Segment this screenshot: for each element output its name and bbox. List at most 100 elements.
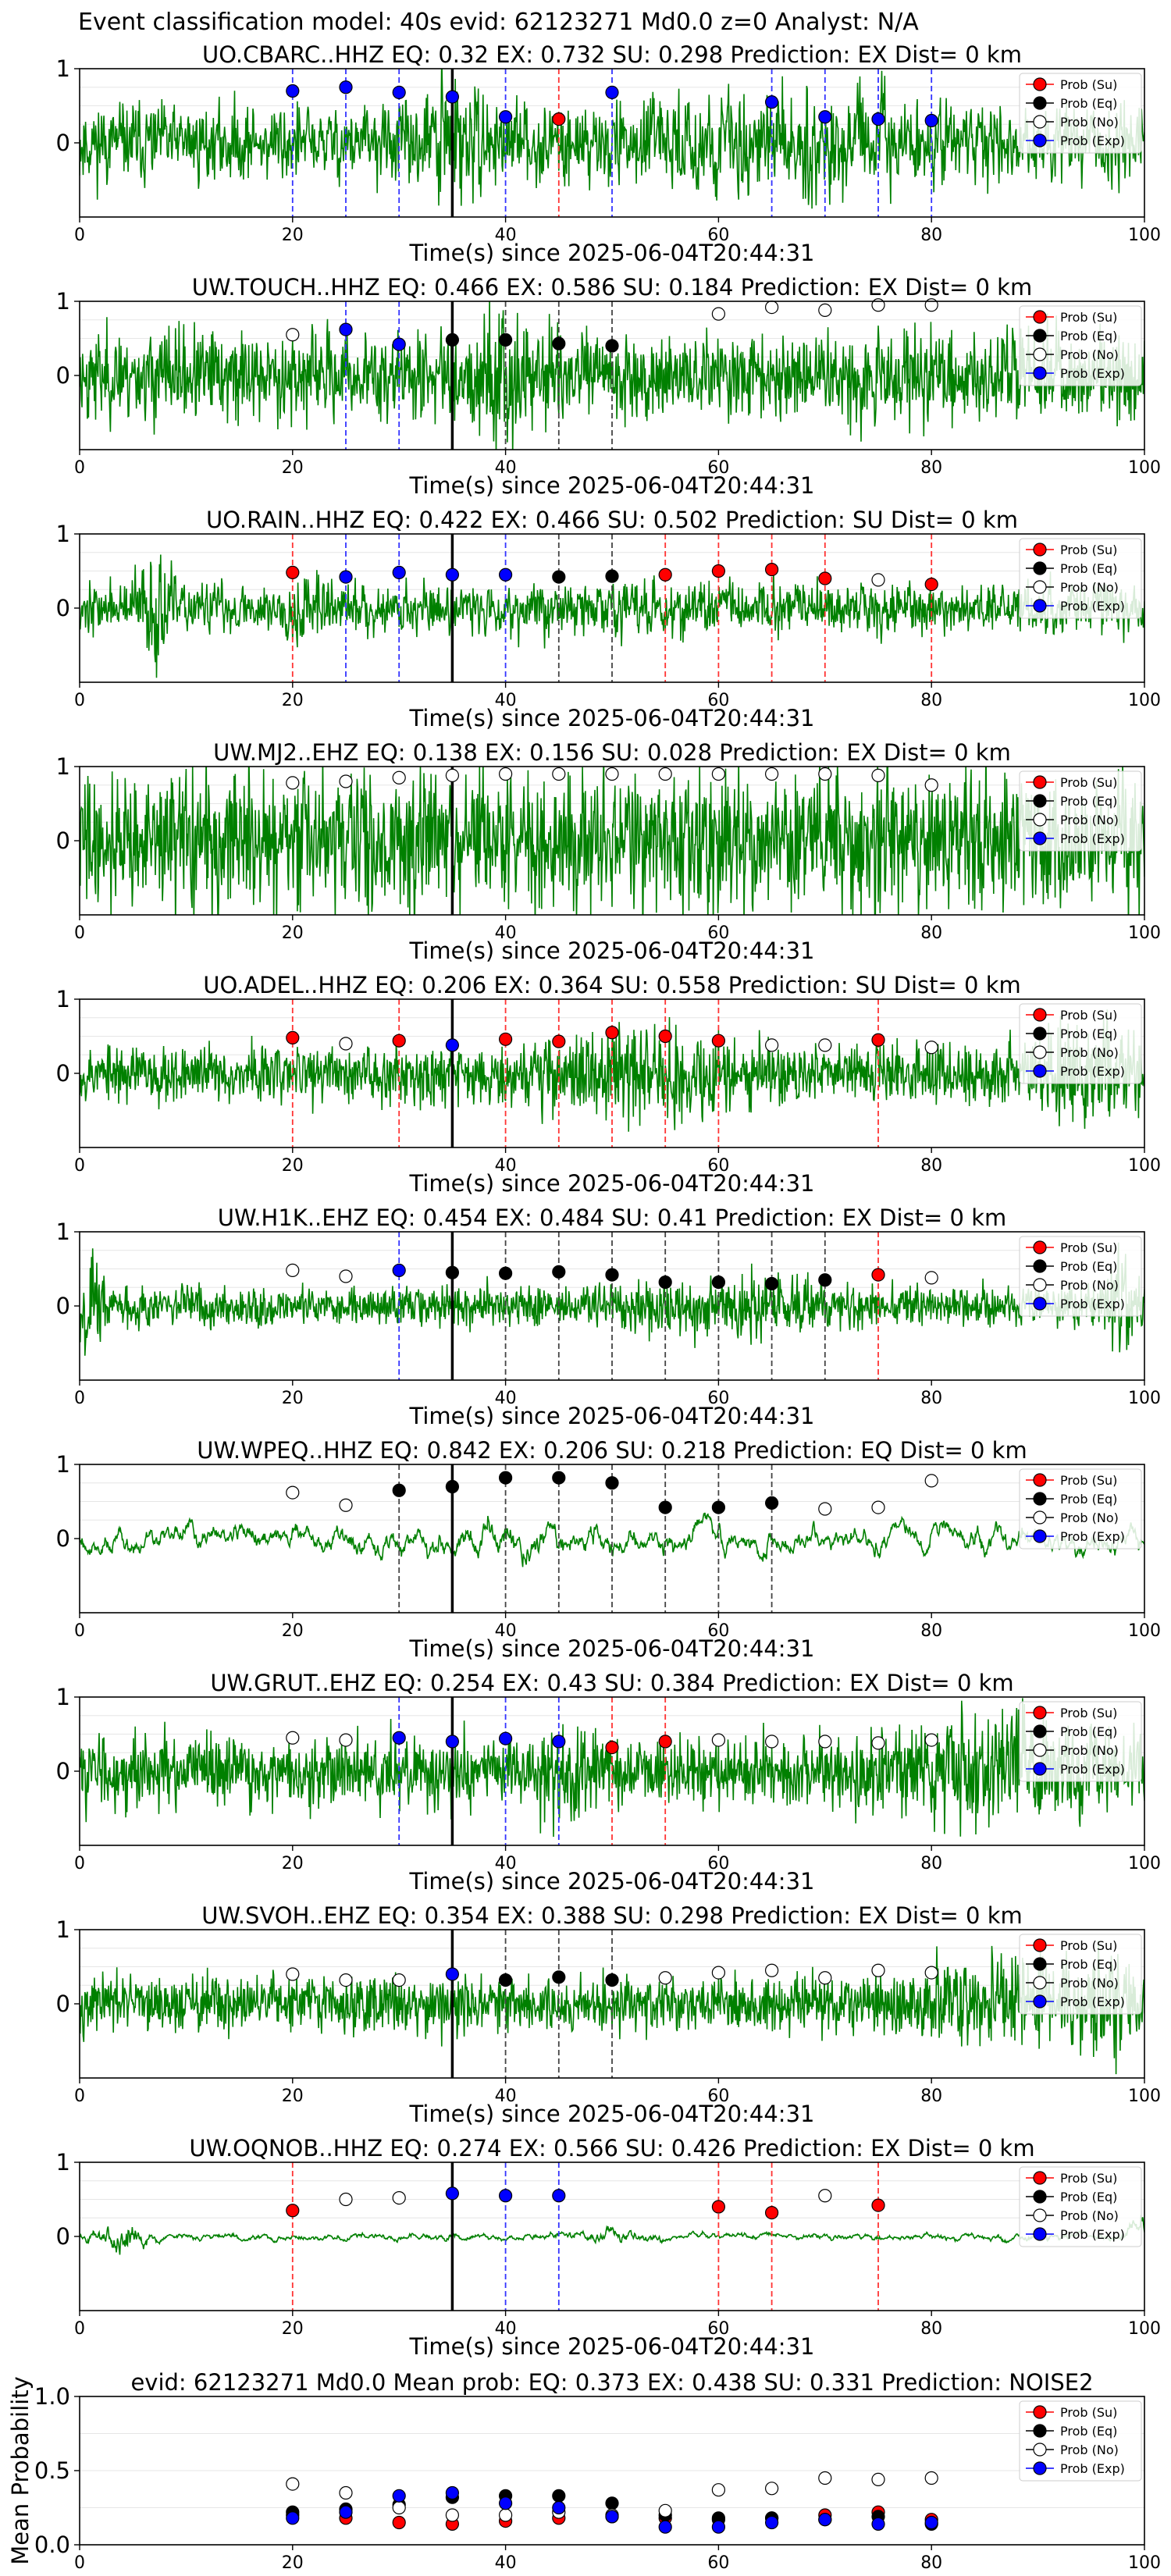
x-axis-label: Time(s) since 2025-06-04T20:44:31 xyxy=(409,472,815,499)
prob-point-eq xyxy=(445,1479,460,1494)
x-tick-label: 80 xyxy=(920,1854,942,1873)
legend: Prob (Su) Prob (Eq) Prob (No) Prob (Exp) xyxy=(1019,770,1142,852)
legend: Prob (Su) Prob (Eq) Prob (No) Prob (Exp) xyxy=(1019,1934,1142,2015)
prob-point-no xyxy=(764,767,779,781)
x-tick-label: 40 xyxy=(495,458,517,478)
legend: Prob (Su) Prob (Eq) Prob (No) Prob (Exp) xyxy=(1019,1701,1142,1782)
prob-point-no xyxy=(339,1973,353,1987)
prob-point-no xyxy=(711,1966,726,1980)
panel-1: UO.CBARC..HHZ EQ: 0.32 EX: 0.732 SU: 0.2… xyxy=(56,41,1161,266)
prob-point-exp xyxy=(764,95,779,109)
y-tick-label: 0 xyxy=(56,362,70,389)
legend-marker-eq xyxy=(1033,1724,1047,1738)
legend-marker-exp xyxy=(1033,1064,1047,1078)
waveform-trace xyxy=(80,767,1144,915)
x-tick-label: 0 xyxy=(74,1389,85,1408)
y-tick-label: 1 xyxy=(56,986,70,1012)
legend-label-eq: Prob (Eq) xyxy=(1060,1259,1117,1274)
x-tick-label: 80 xyxy=(920,2319,942,2339)
waveform-trace xyxy=(80,1698,1144,1838)
legend-marker-exp xyxy=(1033,2227,1047,2241)
y-tick-label: 0 xyxy=(56,827,70,854)
legend-label-su: Prob (Su) xyxy=(1060,2405,1117,2420)
legend-marker-no xyxy=(1033,2208,1047,2222)
legend-box xyxy=(1019,305,1142,386)
x-tick-label: 40 xyxy=(495,691,517,710)
legend-box xyxy=(1019,1701,1142,1782)
legend-box xyxy=(1019,1236,1142,1317)
legend-label-eq: Prob (Eq) xyxy=(1060,1026,1117,1041)
x-tick-label: 20 xyxy=(282,691,304,710)
legend-marker-no xyxy=(1033,347,1047,361)
prob-point-no xyxy=(764,301,779,315)
prob-point-no xyxy=(818,2189,832,2203)
x-axis-label: Time(s) since 2025-06-04T20:44:31 xyxy=(409,1635,815,1662)
legend-label-exp: Prob (Exp) xyxy=(1060,2227,1125,2242)
panel-10: UW.OQNOB..HHZ EQ: 0.274 EX: 0.566 SU: 0.… xyxy=(56,2135,1161,2360)
legend-box xyxy=(1019,2400,1142,2482)
mean-prob-point-eq xyxy=(552,2489,566,2503)
legend-label-su: Prob (Su) xyxy=(1060,1008,1117,1023)
mean-prob-point-exp xyxy=(711,2520,726,2534)
prob-point-su xyxy=(764,562,779,577)
prob-point-no xyxy=(818,1502,832,1516)
legend-label-exp: Prob (Exp) xyxy=(1060,1529,1125,1544)
legend-marker-su xyxy=(1033,77,1047,91)
x-tick-label: 60 xyxy=(707,1854,729,1873)
legend-label-su: Prob (Su) xyxy=(1060,77,1117,92)
mean-prob-point-no xyxy=(924,2471,938,2485)
mean-prob-point-no xyxy=(286,2477,300,2491)
legend-box xyxy=(1019,1934,1142,2015)
y-tick-label: 1 xyxy=(56,1684,70,1710)
x-tick-label: 40 xyxy=(495,1156,517,1176)
legend-label-su: Prob (Su) xyxy=(1060,2171,1117,2186)
prob-point-su xyxy=(392,1034,406,1048)
prob-point-no xyxy=(818,767,832,781)
legend-marker-su xyxy=(1033,1473,1047,1487)
mean-prob-point-exp xyxy=(764,2515,779,2530)
mean-prob-point-no xyxy=(498,2508,513,2522)
prob-point-exp xyxy=(498,568,513,582)
y-tick-label: 1 xyxy=(56,55,70,82)
x-tick-label: 100 xyxy=(1128,691,1161,710)
legend-box xyxy=(1019,770,1142,852)
prob-point-su xyxy=(658,1029,672,1044)
prob-point-exp xyxy=(498,110,513,124)
prob-point-exp xyxy=(498,2189,513,2203)
panel-8: UW.GRUT..EHZ EQ: 0.254 EX: 0.43 SU: 0.38… xyxy=(56,1670,1161,1895)
x-tick-label: 40 xyxy=(495,226,517,245)
prob-point-su xyxy=(286,2204,300,2218)
legend-label-eq: Prob (Eq) xyxy=(1060,2190,1117,2204)
legend-label-eq: Prob (Eq) xyxy=(1060,1957,1117,1972)
prob-point-exp xyxy=(392,1263,406,1278)
prob-point-eq xyxy=(498,1266,513,1280)
legend-marker-su xyxy=(1033,1240,1047,1254)
panel-title: UW.SVOH..EHZ EQ: 0.354 EX: 0.388 SU: 0.2… xyxy=(201,1902,1023,1929)
mean-prob-point-exp xyxy=(339,2505,353,2519)
x-axis-label: Time(s) since 2025-06-04T20:44:31 xyxy=(409,2101,815,2127)
prob-point-eq xyxy=(711,1500,726,1514)
y-tick-label: 0 xyxy=(56,595,70,621)
x-tick-label: 60 xyxy=(707,458,729,478)
y-tick-label: 1 xyxy=(56,1916,70,1943)
x-tick-label: 80 xyxy=(920,691,942,710)
x-tick-label: 100 xyxy=(1128,226,1161,245)
prob-point-eq xyxy=(445,333,460,347)
prob-point-no xyxy=(818,1735,832,1749)
legend: Prob (Su) Prob (Eq) Prob (No) Prob (Exp) xyxy=(1019,1236,1142,1317)
prob-point-eq xyxy=(605,1973,619,1987)
legend-marker-eq xyxy=(1033,1026,1047,1041)
legend-marker-exp xyxy=(1033,366,1047,380)
legend-marker-su xyxy=(1033,2405,1047,2419)
legend-label-eq: Prob (Eq) xyxy=(1060,329,1117,343)
legend-marker-no xyxy=(1033,813,1047,827)
x-tick-label: 40 xyxy=(495,2087,517,2106)
prob-point-eq xyxy=(498,333,513,347)
prob-point-no xyxy=(764,1963,779,1977)
prob-point-eq xyxy=(552,336,566,350)
x-tick-label: 20 xyxy=(282,2319,304,2339)
waveform-trace xyxy=(80,1242,1144,1356)
prob-point-su xyxy=(711,1034,726,1048)
prob-point-no xyxy=(286,1485,300,1500)
x-tick-label: 100 xyxy=(1128,2319,1161,2339)
